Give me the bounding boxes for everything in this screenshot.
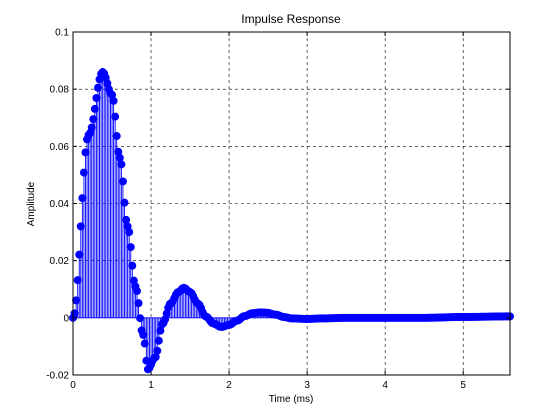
stem-marker <box>78 194 87 203</box>
y-tick-label: 0.04 <box>50 199 70 210</box>
stem-marker <box>76 222 85 231</box>
y-tick-label: 0.06 <box>50 142 70 153</box>
stem-marker <box>108 90 117 99</box>
stem-marker <box>73 276 82 285</box>
stem-marker <box>153 346 162 355</box>
y-tick-label: 0 <box>63 313 69 324</box>
stem-marker <box>156 326 165 335</box>
stem-marker <box>125 228 134 237</box>
stem-marker <box>139 330 148 339</box>
stem-marker <box>120 198 129 207</box>
y-axis-label: Amplitude <box>26 181 37 226</box>
x-tick-label: 5 <box>460 380 466 391</box>
x-tick-label: 0 <box>70 380 76 391</box>
stem-marker <box>92 93 101 102</box>
x-axis-label: Time (ms) <box>269 394 314 405</box>
stem-marker <box>122 215 131 224</box>
stem-marker <box>81 148 90 157</box>
stem-marker <box>79 168 88 177</box>
x-tick-label: 4 <box>382 380 388 391</box>
chart-title: Impulse Response <box>241 12 341 26</box>
stem-marker <box>132 287 141 296</box>
stem-marker <box>93 83 102 92</box>
x-tick-label: 3 <box>304 380 310 391</box>
stem-marker <box>70 309 79 318</box>
stem-marker <box>75 250 84 259</box>
y-tick-label: -0.02 <box>46 371 69 382</box>
y-tick-label: 0.08 <box>50 85 70 96</box>
stem-marker <box>154 336 163 345</box>
stem-marker <box>87 123 96 132</box>
stem-marker <box>111 112 120 121</box>
stem-marker <box>72 296 81 305</box>
stem-marker <box>109 96 118 105</box>
stem-marker <box>112 132 121 141</box>
stem-marker <box>128 261 137 270</box>
stem-marker <box>114 147 123 156</box>
x-tick-label: 2 <box>226 380 232 391</box>
stem-marker <box>118 177 127 186</box>
y-tick-label: 0.02 <box>50 256 70 267</box>
y-tick-label: 0.1 <box>55 28 69 39</box>
stem-marker <box>140 339 149 348</box>
stem-marker <box>151 353 160 362</box>
x-tick-label: 1 <box>148 380 154 391</box>
stem-marker <box>136 314 145 323</box>
stem-markers <box>69 68 514 374</box>
stem-marker <box>134 299 143 308</box>
stem-marker <box>89 115 98 124</box>
stem-marker <box>126 243 135 252</box>
stem-marker <box>90 104 99 113</box>
stem-marker <box>117 160 126 169</box>
stem-marker <box>115 153 124 162</box>
